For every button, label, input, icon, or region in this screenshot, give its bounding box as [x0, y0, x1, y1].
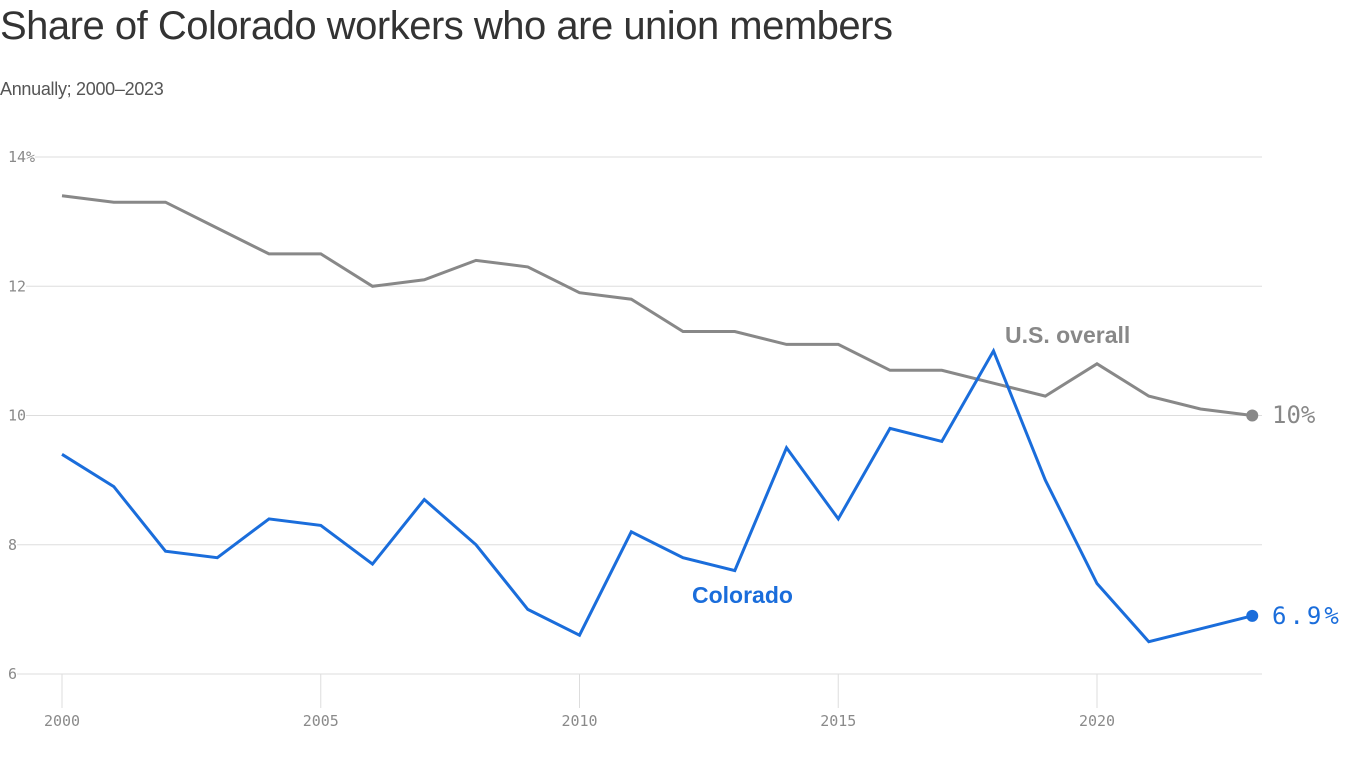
y-tick-label: 8 — [8, 536, 17, 554]
x-tick-label: 2000 — [44, 712, 80, 730]
y-axis: 14% 12 10 8 6 — [8, 148, 35, 683]
y-tick-label: 14% — [8, 148, 35, 166]
y-tick-label: 10 — [8, 407, 26, 425]
y-tick-label: 6 — [8, 665, 17, 683]
x-axis: 2000 2005 2010 2015 2020 — [44, 674, 1115, 730]
colorado-end-value-label: 6.9% — [1272, 602, 1342, 630]
us-end-value-label: 10% — [1272, 401, 1316, 429]
colorado-end-dot — [1246, 609, 1259, 622]
x-tick-label: 2005 — [303, 712, 339, 730]
x-tick-label: 2020 — [1079, 712, 1115, 730]
chart-subtitle: Annually; 2000–2023 — [0, 79, 164, 99]
x-tick-label: 2010 — [561, 712, 597, 730]
colorado-series-label: Colorado — [692, 582, 793, 608]
chart-title: Share of Colorado workers who are union … — [0, 4, 893, 48]
us-series-label: U.S. overall — [1005, 322, 1130, 348]
us-line — [61, 194, 1253, 417]
x-tick-label: 2015 — [820, 712, 856, 730]
series-lines — [61, 194, 1259, 644]
y-tick-label: 12 — [8, 277, 26, 295]
us-end-dot — [1246, 409, 1259, 422]
colorado-line — [61, 347, 1253, 644]
gridlines — [17, 156, 1262, 675]
